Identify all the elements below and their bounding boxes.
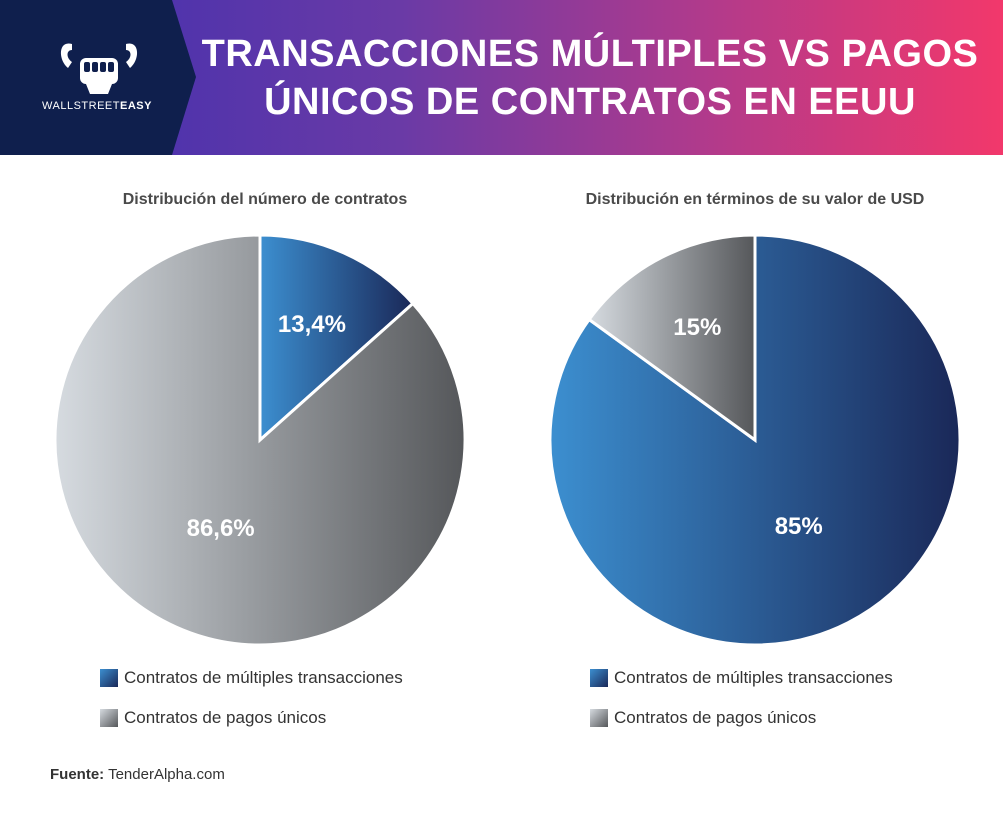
- logo-panel: WALLSTREETEASY: [0, 0, 200, 155]
- header-banner: WALLSTREETEASY TRANSACCIONES MÚLTIPLES V…: [0, 0, 1003, 155]
- legend-label: Contratos de múltiples transacciones: [124, 668, 403, 687]
- pie-slice-single-payments: [53, 233, 467, 647]
- source-value: TenderAlpha.com: [108, 766, 225, 783]
- page-title-line-2: ÚNICOS DE CONTRATOS EN EEUU: [264, 81, 916, 123]
- pie-slice-single-payments: [587, 233, 757, 443]
- pie-chart-contract-count: 13,4% 86,6%: [53, 233, 467, 647]
- pie-data-label: 85%: [775, 513, 823, 540]
- pie-data-label: 86,6%: [187, 515, 255, 542]
- page-title-line-1: TRANSACCIONES MÚLTIPLES VS PAGOS: [201, 33, 979, 75]
- logo-background: [0, 0, 196, 155]
- legend-label: Contratos de pagos únicos: [614, 708, 817, 727]
- page-title: TRANSACCIONES MÚLTIPLES VS PAGOS ÚNICOS …: [195, 30, 985, 126]
- chart-title-left: Distribución del número de contratos: [122, 191, 408, 208]
- legend-swatch-blue: [100, 669, 118, 687]
- legend-swatch-grey: [100, 709, 118, 727]
- brand-name: WALLSTREETEASY: [42, 100, 152, 112]
- pie-chart-usd-value: 85% 15%: [548, 233, 962, 647]
- chart-title-right: Distribución en términos de su valor de …: [585, 191, 925, 208]
- legend-swatch-blue: [590, 669, 608, 687]
- pie-data-label: 15%: [673, 314, 721, 341]
- pie-data-label: 13,4%: [278, 311, 346, 338]
- legend-swatch-grey: [590, 709, 608, 727]
- legend-label: Contratos de múltiples transacciones: [614, 668, 893, 687]
- bull-fist-icon: [60, 43, 138, 94]
- source-label: Fuente:: [50, 766, 105, 783]
- pie-slice-multiple-transactions: [258, 233, 416, 444]
- source-note: Fuente: TenderAlpha.com: [50, 766, 225, 783]
- legend-label: Contratos de pagos únicos: [124, 708, 327, 727]
